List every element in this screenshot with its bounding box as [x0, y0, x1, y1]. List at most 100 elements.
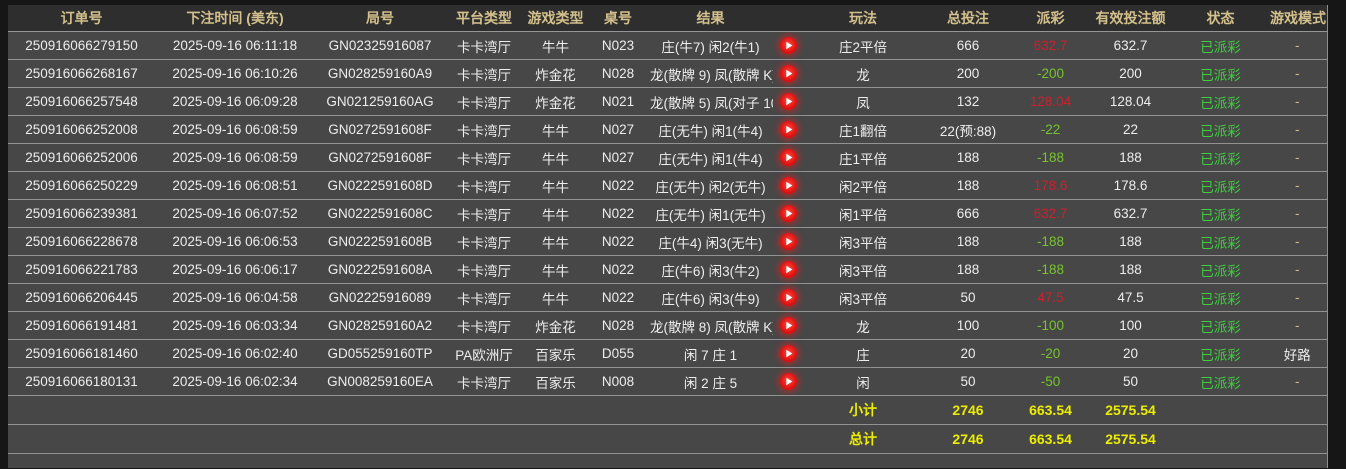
- valid-bet-cell: 22: [1088, 115, 1173, 144]
- result-cell: 闲 7 庄 1: [648, 339, 773, 368]
- payout-cell: -50: [1013, 367, 1088, 396]
- bet-time-cell: 2025-09-16 06:08:51: [155, 171, 315, 200]
- table-no-cell: N028: [588, 59, 648, 88]
- play-icon[interactable]: [779, 289, 797, 306]
- game-mode-cell: 好路: [1268, 339, 1327, 368]
- total-bet-cell: 50: [923, 367, 1013, 396]
- play-type-cell: 闲2平倍: [803, 171, 923, 200]
- table-no-cell: N022: [588, 227, 648, 256]
- col-header-play-type: 玩法: [803, 5, 923, 32]
- bet-time-cell: 2025-09-16 06:08:59: [155, 143, 315, 172]
- play-icon[interactable]: [779, 65, 797, 82]
- grandtotal-mode-empty: [1268, 424, 1327, 454]
- play-icon[interactable]: [779, 93, 797, 110]
- play-icon[interactable]: [779, 345, 797, 362]
- play-cell: [773, 283, 803, 312]
- status-cell: 已派彩: [1173, 227, 1268, 256]
- play-icon[interactable]: [779, 37, 797, 54]
- status-cell: 已派彩: [1173, 87, 1268, 116]
- platform-cell: 卡卡湾厅: [445, 87, 523, 116]
- game-type-cell: 牛牛: [523, 143, 588, 172]
- game-type-cell: 牛牛: [523, 199, 588, 228]
- table-row: 250916066191481 2025-09-16 06:03:34 GN02…: [8, 311, 1327, 340]
- valid-bet-cell: 50: [1088, 367, 1173, 396]
- round-id-cell: GN02325916087: [315, 31, 445, 60]
- table-body: 250916066279150 2025-09-16 06:11:18 GN02…: [8, 31, 1327, 396]
- platform-cell: 卡卡湾厅: [445, 143, 523, 172]
- table-no-cell: N008: [588, 367, 648, 396]
- bet-time-cell: 2025-09-16 06:02:34: [155, 367, 315, 396]
- table-no-cell: N022: [588, 255, 648, 284]
- game-type-cell: 牛牛: [523, 171, 588, 200]
- bet-time-cell: 2025-09-16 06:06:53: [155, 227, 315, 256]
- round-id-cell: GN028259160A2: [315, 311, 445, 340]
- play-type-cell: 闲3平倍: [803, 227, 923, 256]
- play-type-cell: 龙: [803, 59, 923, 88]
- play-icon[interactable]: [779, 261, 797, 278]
- table-no-cell: N023: [588, 31, 648, 60]
- valid-bet-cell: 47.5: [1088, 283, 1173, 312]
- game-type-cell: 牛牛: [523, 31, 588, 60]
- platform-cell: 卡卡湾厅: [445, 115, 523, 144]
- play-icon[interactable]: [779, 177, 797, 194]
- play-icon[interactable]: [779, 205, 797, 222]
- status-cell: 已派彩: [1173, 115, 1268, 144]
- table-no-cell: N022: [588, 283, 648, 312]
- game-mode-cell: -: [1268, 171, 1327, 200]
- order-id-cell: 250916066252008: [8, 115, 155, 144]
- play-icon[interactable]: [779, 373, 797, 390]
- subtotal-payout: 663.54: [1013, 395, 1088, 425]
- total-bet-cell: 132: [923, 87, 1013, 116]
- table-no-cell: N022: [588, 171, 648, 200]
- col-header-game-mode: 游戏模式: [1268, 5, 1327, 32]
- payout-cell: 128.04: [1013, 87, 1088, 116]
- game-mode-cell: -: [1268, 311, 1327, 340]
- table-no-cell: N022: [588, 199, 648, 228]
- result-cell: 庄(无牛) 闲1(无牛): [648, 199, 773, 228]
- game-type-cell: 牛牛: [523, 255, 588, 284]
- payout-cell: 178.6: [1013, 171, 1088, 200]
- round-id-cell: GN0222591608D: [315, 171, 445, 200]
- play-icon[interactable]: [779, 233, 797, 250]
- play-cell: [773, 31, 803, 60]
- total-bet-cell: 188: [923, 143, 1013, 172]
- game-type-cell: 炸金花: [523, 87, 588, 116]
- status-cell: 已派彩: [1173, 31, 1268, 60]
- col-header-valid-bet: 有效投注额: [1088, 5, 1173, 32]
- round-id-cell: GN0222591608C: [315, 199, 445, 228]
- play-type-cell: 凤: [803, 87, 923, 116]
- table-row: 250916066250229 2025-09-16 06:08:51 GN02…: [8, 171, 1327, 200]
- col-header-status: 状态: [1173, 5, 1268, 32]
- play-cell: [773, 339, 803, 368]
- grandtotal-spacer: [8, 424, 803, 454]
- game-mode-cell: -: [1268, 255, 1327, 284]
- platform-cell: 卡卡湾厅: [445, 31, 523, 60]
- status-cell: 已派彩: [1173, 339, 1268, 368]
- play-type-cell: 龙: [803, 311, 923, 340]
- grandtotal-label: 总计: [803, 424, 923, 454]
- result-cell: 闲 2 庄 5: [648, 367, 773, 396]
- play-icon[interactable]: [779, 121, 797, 138]
- table-no-cell: N021: [588, 87, 648, 116]
- valid-bet-cell: 188: [1088, 227, 1173, 256]
- subtotal-status-empty: [1173, 395, 1268, 425]
- subtotal-valid-bet: 2575.54: [1088, 395, 1173, 425]
- game-mode-cell: -: [1268, 283, 1327, 312]
- total-bet-cell: 20: [923, 339, 1013, 368]
- play-icon[interactable]: [779, 317, 797, 334]
- table-no-cell: N027: [588, 143, 648, 172]
- play-type-cell: 庄: [803, 339, 923, 368]
- bet-time-cell: 2025-09-16 06:10:26: [155, 59, 315, 88]
- play-icon[interactable]: [779, 149, 797, 166]
- result-cell: 庄(牛6) 闲3(牛2): [648, 255, 773, 284]
- payout-cell: -20: [1013, 339, 1088, 368]
- platform-cell: 卡卡湾厅: [445, 171, 523, 200]
- round-id-cell: GN0222591608A: [315, 255, 445, 284]
- play-cell: [773, 171, 803, 200]
- order-id-cell: 250916066279150: [8, 31, 155, 60]
- play-type-cell: 闲: [803, 367, 923, 396]
- play-cell: [773, 87, 803, 116]
- grandtotal-row: 总计 2746 663.54 2575.54: [8, 424, 1327, 454]
- game-mode-cell: -: [1268, 367, 1327, 396]
- payout-cell: 632.7: [1013, 199, 1088, 228]
